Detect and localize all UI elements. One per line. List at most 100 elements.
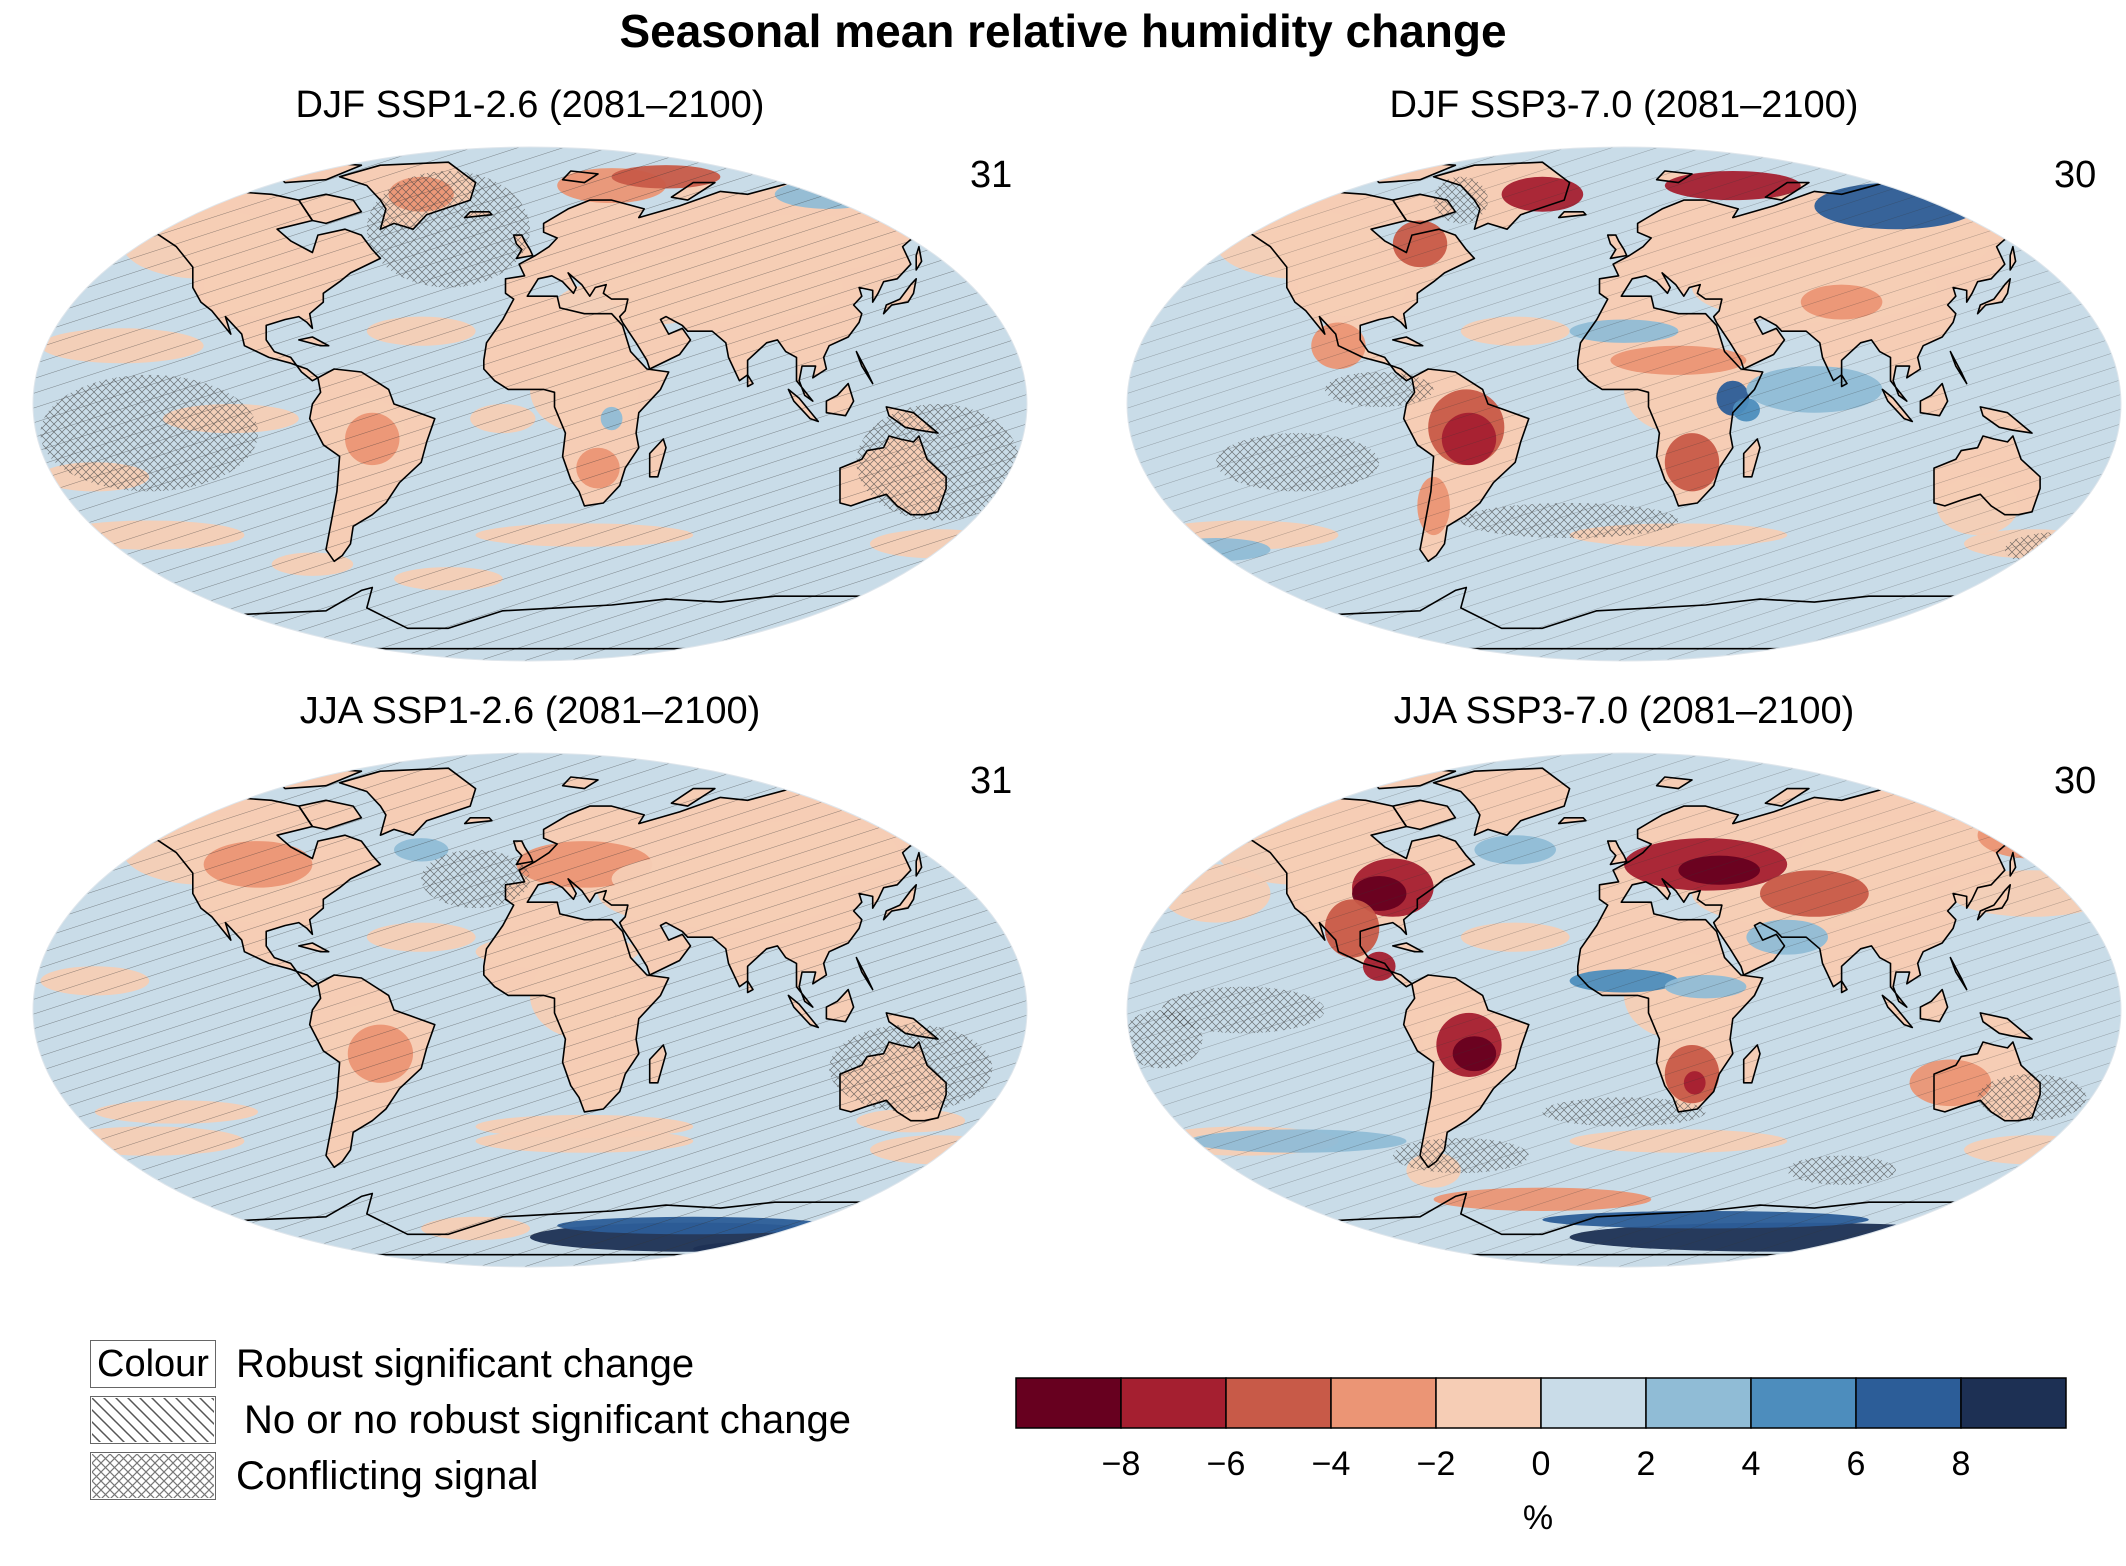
coastline-south-america — [308, 974, 436, 1169]
colorbar-bin — [1015, 1377, 1122, 1429]
coastline-sumatra — [787, 388, 820, 423]
colorbar-ticks: −8 −6 −4 −2 0 2 4 6 8 — [1014, 1445, 2074, 1485]
coastline-sakhalin — [2009, 851, 2017, 877]
coastline-africa-eurasia — [1576, 178, 2115, 507]
coastline-sakhalin — [915, 245, 923, 271]
colorbar-tick-label: 4 — [1741, 1445, 1761, 1483]
coastline-madagascar — [1742, 1044, 1761, 1084]
coastline-borneo — [825, 382, 855, 417]
coastline-africa-eurasia — [482, 178, 1021, 507]
model-count: 31 — [970, 760, 1013, 802]
coastline-south-america — [1402, 974, 1530, 1169]
anomaly-region — [869, 194, 952, 218]
coastline-new-guinea — [1979, 406, 2033, 434]
conflicting-signal-hatching — [1433, 176, 1489, 224]
map-panel-djf-ssp370: DJF SSP3-7.0 (2081–2100) 30 — [1124, 84, 2124, 684]
coastline-sakhalin — [915, 851, 923, 877]
no-robust-change-hatching — [33, 753, 1027, 1267]
world-map — [1126, 752, 2122, 1268]
colorbar-tick-label: 2 — [1636, 1445, 1656, 1483]
coastline-svalbard — [561, 776, 599, 790]
legend-label: No or no robust significant change — [244, 1397, 852, 1442]
globe-outline — [32, 752, 1028, 1268]
model-count: 31 — [970, 154, 1013, 196]
coastline-britain — [512, 840, 534, 866]
globe-outline — [1126, 146, 2122, 662]
colorbar-tick-label: −4 — [1311, 1445, 1351, 1483]
coastline-philippines — [855, 956, 874, 991]
coastline-novaya-zemlya — [670, 181, 716, 201]
conflicting-signal-hatching — [1977, 1074, 2087, 1121]
conflicting-signal-hatching — [421, 849, 530, 909]
coastline-sri-lanka — [746, 374, 754, 388]
coastline-cuba — [1391, 942, 1424, 953]
map-panel-jja-ssp370: JJA SSP3-7.0 (2081–2100) 30 — [1124, 690, 2124, 1290]
conflicting-signal-hatching — [2004, 532, 2114, 568]
coastline-novaya-zemlya — [670, 787, 716, 807]
coastline-new-guinea — [1979, 1012, 2033, 1040]
coastline-africa-eurasia — [482, 784, 1021, 1113]
coastline-madagascar — [1742, 438, 1761, 478]
coastline-borneo — [825, 988, 855, 1023]
conflicting-signal-hatching — [829, 1024, 993, 1112]
coastline-africa-eurasia — [1576, 784, 2115, 1113]
coastline-sri-lanka — [746, 980, 754, 994]
coastline-sumatra — [1881, 994, 1914, 1029]
model-count: 30 — [2054, 154, 2097, 196]
colorbar-bin — [1855, 1377, 1962, 1429]
model-count: 30 — [2054, 760, 2097, 802]
legend-item-no-robust: No or no robust significant change — [90, 1392, 851, 1448]
coastline-novaya-zemlya — [1764, 787, 1810, 807]
coastline-north-america — [1171, 190, 1476, 382]
coastline-philippines — [1949, 956, 1968, 991]
conflicting-signal-hatching — [40, 374, 259, 492]
legend-item-robust: Colour Robust significant change — [90, 1336, 694, 1392]
colorbar-tick-label: −2 — [1416, 1445, 1456, 1483]
coastline-greenland — [1432, 161, 1571, 230]
no-robust-change-hatching — [1127, 147, 2121, 661]
coastline-madagascar — [648, 438, 667, 478]
coastline-new-guinea — [885, 406, 939, 434]
coastline-north-america — [77, 796, 382, 988]
world-map — [1126, 146, 2122, 662]
panel-title: DJF SSP1-2.6 (2081–2100) — [295, 84, 765, 126]
land-fill-new-zealand — [984, 1111, 1015, 1144]
coastline-japan — [1976, 884, 2012, 921]
anomaly-region — [1923, 179, 2032, 209]
legend-swatch-solid: Colour — [90, 1340, 216, 1388]
colorbar-bin — [1225, 1377, 1332, 1429]
legend-swatch-diagonal-hatch — [90, 1396, 216, 1444]
globe-outline — [1126, 752, 2122, 1268]
coastline-svalbard — [1655, 776, 1693, 790]
coastline-south-america — [308, 368, 436, 563]
coastline-new-guinea — [885, 1012, 939, 1040]
map-panel-djf-ssp126: DJF SSP1-2.6 (2081–2100) 31 — [30, 84, 1030, 684]
conflicting-signal-hatching — [1542, 1097, 1706, 1127]
colorbar: −8 −6 −4 −2 0 2 4 6 8 % — [1014, 1377, 2074, 1537]
figure-title: Seasonal mean relative humidity change — [619, 5, 1507, 57]
colorbar-bin — [1750, 1377, 1857, 1429]
coastline-baffin — [297, 193, 363, 225]
coastline-sumatra — [1881, 388, 1914, 423]
conflicting-signal-hatching — [366, 170, 530, 288]
coastline-novaya-zemlya — [1764, 181, 1810, 201]
coastline-madagascar — [648, 1044, 667, 1084]
coastline-cuba — [297, 336, 330, 347]
coastline-sri-lanka — [1840, 374, 1848, 388]
coastline-new-zealand — [983, 1111, 1015, 1145]
colorbar-bin — [1645, 1377, 1752, 1429]
coastline-svalbard — [1655, 170, 1693, 184]
coastline-baffin — [297, 799, 363, 831]
coastline-australia — [1933, 435, 2041, 516]
coastline-australia — [839, 435, 947, 516]
globe-outline — [32, 146, 1028, 662]
colorbar-bin — [1960, 1377, 2067, 1429]
coastline-greenland — [338, 161, 477, 230]
coastline-north-america — [77, 190, 382, 382]
map-panel-jja-ssp126: JJA SSP1-2.6 (2081–2100) 31 — [30, 690, 1030, 1290]
coastline-iceland — [463, 817, 493, 825]
coastline-iceland — [463, 211, 493, 219]
coastline-britain — [512, 234, 534, 260]
colorbar-bin — [1120, 1377, 1227, 1429]
colorbar-unit: % — [1522, 1499, 1554, 1537]
